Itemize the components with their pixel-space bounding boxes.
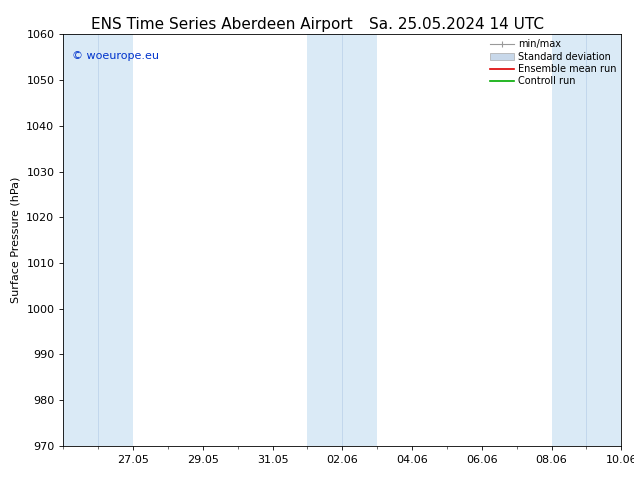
Bar (307, 34, 377, 446)
Legend: min/max, Standard deviation, Ensemble mean run, Controll run: min/max, Standard deviation, Ensemble me… (488, 37, 618, 88)
Text: ENS Time Series Aberdeen Airport: ENS Time Series Aberdeen Airport (91, 17, 353, 32)
Y-axis label: Surface Pressure (hPa): Surface Pressure (hPa) (11, 177, 21, 303)
Text: © woeurope.eu: © woeurope.eu (72, 51, 158, 61)
Text: Sa. 25.05.2024 14 UTC: Sa. 25.05.2024 14 UTC (369, 17, 544, 32)
Bar (63, 34, 133, 446)
Bar (552, 34, 621, 446)
